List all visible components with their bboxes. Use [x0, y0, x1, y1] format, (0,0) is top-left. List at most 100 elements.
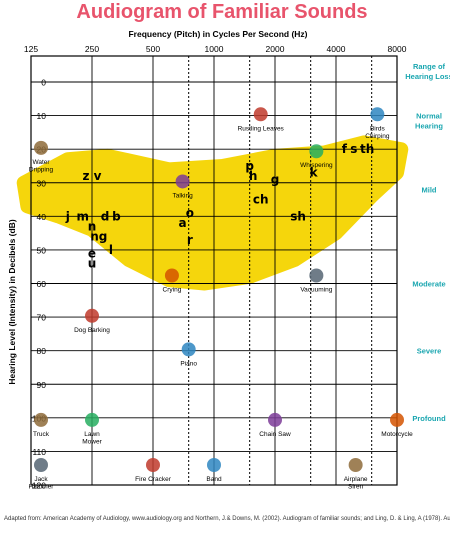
- phoneme-label: s: [350, 142, 357, 156]
- chart-title: Audiogram of Familiar Sounds: [76, 1, 367, 23]
- phoneme-label: sh: [290, 209, 306, 223]
- sound-icon: [181, 342, 196, 357]
- sound-label: Piano: [180, 360, 197, 367]
- sound-label: Whispering: [300, 162, 333, 169]
- y-tick-label: 120: [32, 481, 46, 491]
- sounds-layer: Rustling Leaves Birds Chirping Water Drippin…: [29, 107, 413, 491]
- phoneme-label: r: [187, 233, 193, 247]
- phoneme-label: ng: [90, 229, 107, 243]
- y-tick-label: 40: [37, 212, 47, 222]
- phoneme-label: h: [249, 169, 258, 183]
- range-label: Severe: [417, 347, 442, 356]
- sound-marker: Lawn Mower: [82, 412, 103, 446]
- sound-icon: [253, 107, 268, 122]
- sound-label: Airplane Siren: [344, 476, 368, 491]
- y-tick-label: 0: [41, 78, 46, 88]
- ranges-layer: Normal Hearing Mild Moderate Severe Profound: [412, 112, 446, 423]
- source-footnote: Adapted from: American Academy of Audiol…: [4, 516, 450, 522]
- phoneme-label: k: [310, 166, 319, 180]
- y-tick-label: 50: [37, 245, 47, 255]
- sound-icon: [309, 144, 324, 159]
- x-axis-label: Frequency (Pitch) in Cycles Per Second (…: [128, 29, 307, 39]
- y-tick-label: 110: [32, 447, 46, 457]
- sound-icon: [164, 268, 179, 283]
- sound-icon: [390, 412, 404, 427]
- phoneme-label: a: [179, 216, 187, 230]
- x-tick-label: 2000: [266, 44, 285, 54]
- sound-marker: Band: [206, 458, 222, 483]
- sound-label: Water Dripping: [29, 159, 54, 174]
- sound-label: Chain Saw: [259, 431, 291, 438]
- sound-marker: Talking: [172, 174, 193, 199]
- phonemes-layer: z v j m d b nng e lu aor ph gch sh k f s th: [65, 142, 375, 270]
- y-axis-label: Hearing Level (Intensity) in Decibels (d…: [7, 219, 17, 384]
- sound-icon: [268, 412, 282, 427]
- sound-marker: Airplane Siren: [344, 458, 368, 491]
- sound-icon: [85, 412, 99, 427]
- sound-marker: Water Dripping: [29, 140, 54, 174]
- sound-icon: [348, 458, 363, 472]
- sound-label: Band: [206, 476, 222, 483]
- phoneme-label: n: [88, 219, 97, 233]
- phoneme-label: g: [271, 172, 280, 186]
- y-tick-label: 60: [37, 279, 47, 289]
- x-tick-label: 500: [146, 44, 160, 54]
- y-tick-label: 80: [37, 346, 47, 356]
- sound-marker: Vacuuming: [300, 268, 333, 294]
- sound-label: Talking: [172, 192, 193, 199]
- sound-label: Dog Barking: [74, 327, 110, 334]
- x-tick-label: 250: [85, 44, 99, 54]
- legend-title: Range of Hearing Loss: [405, 62, 450, 81]
- phoneme-label: th: [360, 142, 374, 156]
- sound-marker: Rustling Leaves: [238, 107, 285, 132]
- sound-label: Truck: [33, 431, 50, 438]
- x-tick-label: 4000: [327, 44, 346, 54]
- sound-icon: [370, 107, 385, 122]
- sound-label: Jack Hammer: [29, 476, 55, 491]
- sound-marker: Chain Saw: [259, 412, 291, 438]
- sound-icon: [207, 458, 221, 472]
- grid-layer: [30, 55, 398, 486]
- sound-label: Crying: [163, 287, 182, 294]
- phoneme-label: z v: [83, 169, 102, 183]
- sound-marker: Truck: [33, 412, 50, 438]
- phoneme-label: l: [109, 243, 113, 257]
- phoneme-label: u: [88, 256, 97, 270]
- phoneme-label: m: [76, 209, 89, 223]
- phoneme-label: d: [101, 209, 110, 223]
- x-tick-label: 1000: [205, 44, 224, 54]
- sound-icon: [309, 268, 324, 283]
- y-tick-label: 10: [37, 111, 47, 121]
- sound-icon: [34, 458, 48, 472]
- range-label: Moderate: [412, 280, 445, 289]
- sound-icon: [175, 174, 190, 189]
- x-tick-label: 125: [24, 44, 38, 54]
- y-tick-label: 70: [37, 313, 47, 323]
- sound-marker: Motorcycle: [381, 412, 413, 438]
- sound-label: Fire Cracker: [135, 476, 172, 483]
- sound-icon: [146, 458, 160, 472]
- sound-label: Lawn Mower: [82, 431, 102, 446]
- y-tick-label: 90: [37, 380, 47, 390]
- sound-marker: Jack Hammer: [29, 458, 55, 491]
- sound-icon: [85, 308, 99, 323]
- phoneme-label: o: [186, 206, 194, 220]
- sound-marker: Birds Chirping: [365, 107, 390, 140]
- phoneme-label: f: [342, 142, 348, 156]
- sound-label: Rustling Leaves: [238, 125, 285, 132]
- sound-label: Birds Chirping: [365, 125, 390, 140]
- sound-marker: Piano: [180, 342, 197, 367]
- sound-marker: Dog Barking: [74, 308, 110, 334]
- sound-icon: [34, 140, 48, 155]
- y-tick-label: 30: [37, 178, 47, 188]
- sound-label: Motorcycle: [381, 431, 413, 438]
- x-tick-label: 8000: [388, 44, 407, 54]
- phoneme-label: p: [245, 159, 254, 173]
- sound-label: Vacuuming: [300, 287, 332, 294]
- phoneme-label: j: [65, 209, 70, 223]
- ticks-layer: 1252505001000200040008000010203040506070…: [24, 44, 407, 491]
- range-label: Profound: [412, 414, 446, 423]
- sound-icon: [34, 412, 48, 427]
- range-label: Normal Hearing: [415, 112, 443, 131]
